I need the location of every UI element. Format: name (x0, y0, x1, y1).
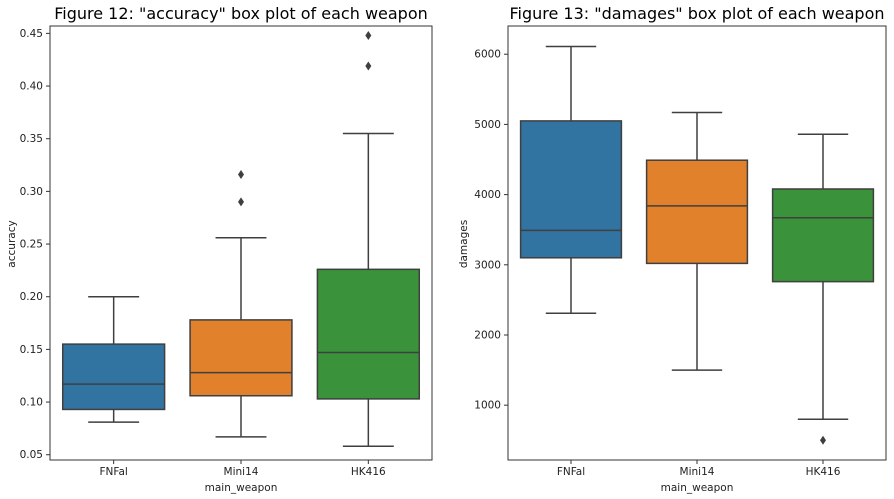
chart-title: Figure 13: "damages" box plot of each we… (509, 4, 884, 23)
x-tick-label: FNFal (557, 466, 585, 478)
y-axis-label: accuracy (6, 220, 18, 267)
x-tick-label: HK416 (806, 466, 841, 478)
box-fnfal (61, 343, 166, 411)
outlier-point (820, 435, 826, 445)
outlier-point (365, 61, 372, 71)
x-tick-label: Mini14 (680, 466, 715, 478)
plot-area: 0.05 0.10 0.15 0.20 0.25 0.30 0.35 0.40 0.45 FNFa… (20, 25, 433, 478)
y-tick-label: 4000 (474, 189, 501, 201)
y-tick-label: 0.15 (20, 344, 43, 356)
x-axis-label: main_weapon (205, 482, 278, 494)
y-tick-label: 0.25 (20, 239, 43, 251)
plot-frame (507, 25, 887, 461)
outlier-point (365, 30, 372, 40)
y-axis-label: damages (458, 220, 470, 268)
x-tick-label: Mini14 (224, 466, 259, 478)
plot-area: 1000 2000 3000 4000 5000 6000 FNFal Mini14 HK416 (474, 25, 887, 478)
x-tick-label: FNFal (100, 466, 128, 478)
y-tick-label: 0.10 (20, 397, 43, 409)
x-tick-label: HK416 (351, 466, 386, 478)
outlier-point (238, 170, 244, 180)
box-hk416 (771, 188, 875, 283)
box-hk416 (316, 268, 421, 400)
y-tick-label: 0.05 (20, 449, 43, 461)
plot-frame (49, 25, 433, 461)
y-tick-label: 0.40 (20, 81, 43, 93)
y-tick-label: 2000 (474, 329, 501, 341)
y-tick-label: 0.45 (20, 28, 43, 40)
y-tick-label: 0.20 (20, 291, 43, 303)
chart-title: Figure 12: "accuracy" box plot of each w… (54, 4, 428, 23)
y-tick-label: 0.30 (20, 186, 43, 198)
outlier-point (238, 197, 244, 207)
box-fnfal (519, 120, 623, 259)
chart-accuracy: Figure 12: "accuracy" box plot of each w… (6, 4, 433, 494)
box-mini14 (189, 319, 293, 397)
x-axis-label: main_weapon (661, 482, 734, 494)
box-mini14 (645, 159, 749, 265)
y-tick-label: 3000 (474, 259, 501, 271)
y-tick-label: 5000 (474, 119, 501, 131)
y-tick-label: 6000 (474, 49, 501, 61)
y-tick-label: 0.35 (20, 133, 43, 145)
y-tick-label: 1000 (474, 400, 501, 412)
chart-damages: Figure 13: "damages" box plot of each we… (458, 4, 887, 494)
